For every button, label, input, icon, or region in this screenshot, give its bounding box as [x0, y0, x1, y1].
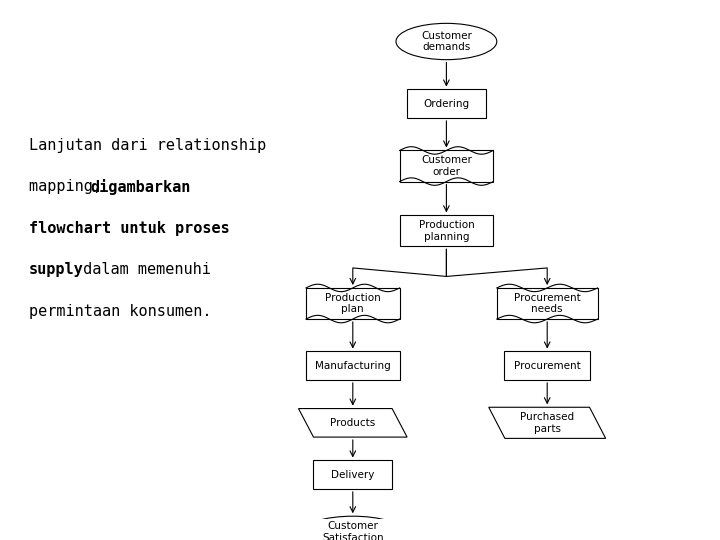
FancyBboxPatch shape [306, 352, 400, 380]
Text: Ordering: Ordering [423, 99, 469, 109]
Text: Purchased
parts: Purchased parts [520, 412, 575, 434]
Text: Customer
order: Customer order [421, 155, 472, 177]
Text: digambarkan: digambarkan [90, 179, 190, 195]
FancyBboxPatch shape [400, 215, 493, 246]
Text: Procurement: Procurement [514, 361, 580, 371]
Text: Production
planning: Production planning [418, 220, 474, 242]
Ellipse shape [396, 23, 497, 59]
FancyBboxPatch shape [313, 461, 392, 489]
FancyBboxPatch shape [407, 90, 486, 118]
Text: Manufacturing: Manufacturing [315, 361, 391, 371]
FancyBboxPatch shape [497, 288, 598, 319]
Text: flowchart untuk proses: flowchart untuk proses [29, 221, 230, 236]
Text: Procurement
needs: Procurement needs [514, 293, 580, 314]
Text: Production
plan: Production plan [325, 293, 381, 314]
Polygon shape [489, 407, 606, 438]
FancyBboxPatch shape [504, 352, 590, 380]
Text: Customer
Satisfaction: Customer Satisfaction [322, 521, 384, 540]
Text: Products: Products [330, 418, 375, 428]
FancyBboxPatch shape [306, 288, 400, 319]
Polygon shape [299, 409, 407, 437]
Text: dalam memenuhi: dalam memenuhi [74, 262, 211, 277]
Text: mapping,: mapping, [29, 179, 111, 194]
Text: supply: supply [29, 262, 84, 277]
Ellipse shape [302, 516, 403, 540]
Text: Lanjutan dari relationship: Lanjutan dari relationship [29, 138, 266, 153]
Text: permintaan konsumen.: permintaan konsumen. [29, 304, 211, 319]
FancyBboxPatch shape [400, 151, 493, 181]
Text: Delivery: Delivery [331, 470, 374, 480]
Text: Customer
demands: Customer demands [421, 31, 472, 52]
